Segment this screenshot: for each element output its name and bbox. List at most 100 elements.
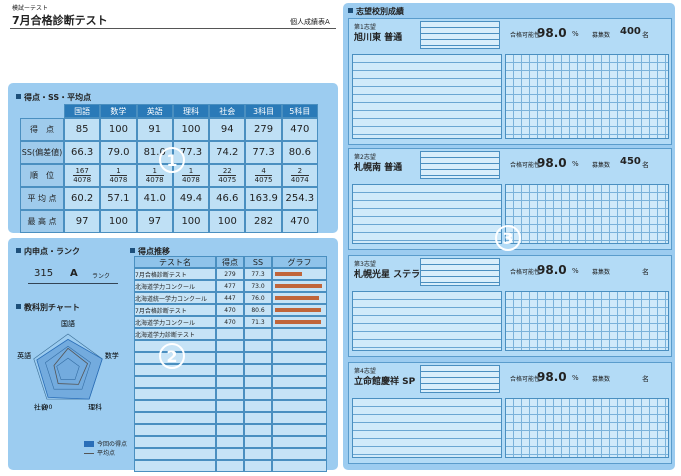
- school-rank: 第4志望: [354, 368, 376, 375]
- score-cell: 85: [64, 118, 101, 141]
- history-cell: [244, 352, 272, 364]
- rank-label: ランク: [92, 273, 111, 280]
- score-cell: 167 4078: [64, 164, 101, 187]
- bullet: [130, 248, 135, 253]
- rank-part: 22: [222, 167, 232, 175]
- history-cell: [244, 400, 272, 412]
- score-cell: 100: [172, 118, 210, 141]
- score-cell: 80.6: [281, 141, 318, 164]
- score-cell: 254.3: [281, 187, 318, 210]
- history-cell: [244, 340, 272, 352]
- score-cell: 2 4074: [281, 164, 318, 187]
- history-cell: [216, 388, 244, 400]
- history-cell: [272, 280, 327, 292]
- prob-value: 98.0: [537, 156, 567, 170]
- column-header: 英語: [136, 104, 173, 118]
- history-cell: 279: [216, 268, 244, 280]
- history-cell: [244, 436, 272, 448]
- rank-part: 4078: [182, 175, 200, 184]
- radar-ring: [56, 357, 80, 380]
- detail-grid: [352, 291, 502, 351]
- history-cell: [134, 376, 216, 388]
- history-cell: [272, 436, 327, 448]
- history-cell: 北海道学力診断テスト: [134, 328, 216, 340]
- school-rank: 第2志望: [354, 154, 376, 161]
- cap-unit: 名: [642, 161, 649, 169]
- score-cell: 1 4078: [172, 164, 210, 187]
- history-cell: 470: [216, 316, 244, 328]
- score-cell: 46.6: [209, 187, 246, 210]
- info-grid: [420, 151, 500, 179]
- score-cell: 22 4075: [209, 164, 246, 187]
- score-cell: 4 4075: [245, 164, 282, 187]
- score-cell: 77.3: [245, 141, 282, 164]
- school-name: 札幌光星 ステラ: [354, 270, 421, 280]
- history-cell: [244, 424, 272, 436]
- distribution-grid: [505, 398, 669, 458]
- history-cell: [216, 376, 244, 388]
- radar-axis-label: 社会: [34, 402, 48, 411]
- history-cell: [244, 388, 272, 400]
- column-header: 国語: [64, 104, 101, 118]
- history-cell: [134, 436, 216, 448]
- radar-axis-label: 国語: [61, 319, 75, 328]
- history-cell: [272, 400, 327, 412]
- history-cell: [272, 424, 327, 436]
- score-cell: 100: [100, 118, 137, 141]
- column-header: 3科目: [245, 104, 282, 118]
- history-cell: [272, 388, 327, 400]
- history-bar: [275, 308, 322, 312]
- score-cell: 91: [136, 118, 173, 141]
- school-name: 札幌南 普通: [354, 163, 403, 173]
- history-header: 得点: [216, 256, 244, 268]
- prob-label: 合格可能性: [510, 376, 541, 383]
- history-cell: [272, 460, 327, 472]
- detail-grid: [352, 398, 502, 458]
- history-cell: 北海道統一学力コンクール: [134, 292, 216, 304]
- history-bar: [275, 320, 322, 324]
- info-grid: [420, 21, 500, 49]
- cap-unit: 名: [642, 31, 649, 39]
- history-cell: [244, 448, 272, 460]
- legend-label: 平均点: [97, 450, 116, 457]
- bullet: [16, 94, 21, 99]
- history-cell: 447: [216, 292, 244, 304]
- history-cell: 80.6: [244, 304, 272, 316]
- prob-unit: %: [572, 30, 579, 38]
- history-cell: [216, 340, 244, 352]
- section-heading: 志望校別成績: [356, 7, 404, 16]
- rank-part: 4078: [73, 175, 92, 184]
- rank-part: 4075: [254, 175, 273, 184]
- cap-unit: 名: [642, 375, 649, 383]
- rank-part: 2: [297, 167, 303, 175]
- row-label: 平 均 点: [20, 187, 64, 210]
- radar-axis-label: 数学: [105, 351, 119, 360]
- score-cell: 74.2: [209, 141, 246, 164]
- score-cell: 49.4: [172, 187, 210, 210]
- info-grid: [420, 365, 500, 393]
- rank-part: 1: [152, 167, 157, 175]
- section-heading: 教科別チャート: [24, 303, 80, 312]
- cap-value: 450: [620, 156, 641, 167]
- history-cell: [272, 352, 327, 364]
- radar-ring: [33, 333, 103, 400]
- history-cell: [216, 424, 244, 436]
- prob-value: 98.0: [537, 263, 567, 277]
- history-cell: [272, 412, 327, 424]
- score-cell: 163.9: [245, 187, 282, 210]
- rank-part: 1: [116, 167, 121, 175]
- bullet: [16, 248, 21, 253]
- score-cell: 97: [136, 210, 173, 233]
- history-cell: [134, 448, 216, 460]
- distribution-grid: [505, 291, 669, 351]
- history-cell: [216, 436, 244, 448]
- cap-value: 400: [620, 26, 641, 37]
- history-cell: [272, 340, 327, 352]
- history-cell: [216, 412, 244, 424]
- history-cell: [244, 376, 272, 388]
- cap-label: 募集数: [592, 269, 611, 276]
- history-cell: [134, 424, 216, 436]
- score-cell: 1 4078: [100, 164, 137, 187]
